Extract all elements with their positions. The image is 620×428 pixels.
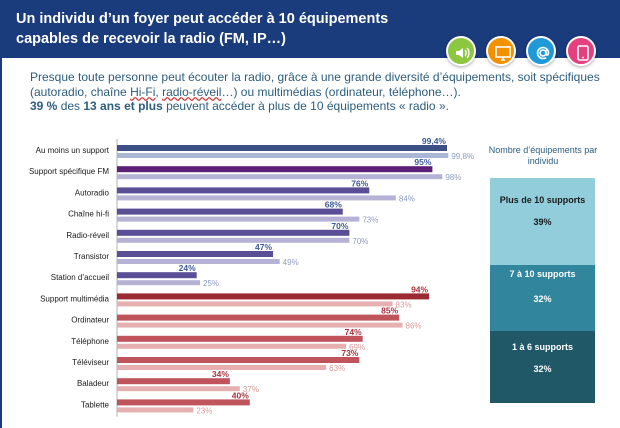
bar-all: [117, 174, 443, 180]
bar-13-plus: [117, 314, 400, 321]
bar-13-plus: [117, 187, 370, 194]
data-label-13-plus: 47%: [255, 242, 272, 252]
data-label-13-plus: 73%: [341, 348, 358, 358]
data-label-13-plus: 24%: [179, 263, 196, 273]
bar-all: [117, 259, 280, 264]
category-label: Téléviseur: [72, 358, 109, 367]
data-label-all: 84%: [399, 194, 415, 203]
category-label: Au moins un support: [36, 146, 110, 155]
bar-all: [117, 407, 194, 413]
category-label: Téléphone: [71, 337, 109, 346]
data-label-all: 83%: [396, 300, 412, 309]
legend-segment-more-10: Plus de 10 supports 39%: [490, 178, 595, 265]
bar-13-plus: [117, 272, 197, 279]
bar-13-plus: [117, 293, 430, 300]
category-label: Support multimédia: [40, 294, 109, 303]
intro-hifi: Hi-Fi: [130, 84, 156, 99]
data-label-all: 69%: [349, 343, 365, 352]
intro-mid: des: [57, 99, 84, 113]
data-label-all: 25%: [203, 279, 219, 288]
legend-segment-value: 32%: [533, 364, 552, 374]
bar-all: [117, 343, 347, 349]
legend-segment-value: 39%: [533, 217, 552, 227]
data-label-all: 37%: [243, 385, 259, 394]
data-label-13-plus: 74%: [345, 327, 362, 337]
data-label-all: 73%: [362, 216, 378, 225]
data-label-13-plus: 76%: [351, 178, 368, 188]
bar-13-plus: [117, 335, 363, 342]
intro-radio-reveil: radio-réveil: [162, 84, 222, 99]
legend-segment-1-6: 1 à 6 supports 32%: [490, 331, 595, 403]
intro-line-1: Presque toute personne peut écouter la r…: [30, 70, 600, 99]
data-label-13-plus: 94%: [411, 284, 428, 294]
data-label-13-plus: 85%: [381, 306, 398, 316]
bar-all: [117, 237, 350, 243]
bar-13-plus: [117, 378, 230, 385]
intro-end: peuvent accéder à plus de 10 équipements…: [162, 99, 449, 113]
bar-all: [117, 153, 449, 158]
bar-all: [117, 216, 360, 222]
data-label-13-plus: 68%: [325, 200, 342, 210]
data-label-all: 70%: [352, 237, 368, 246]
bar-all: [117, 195, 396, 201]
bar-13-plus: [117, 357, 360, 363]
data-label-all: 86%: [406, 322, 422, 331]
bar-all: [117, 301, 393, 307]
data-label-all: 63%: [329, 364, 345, 373]
data-label-13-plus: 95%: [414, 157, 431, 167]
bar-all: [117, 386, 240, 392]
category-label: Station d’accueil: [51, 273, 109, 282]
speaker-icon: [446, 36, 476, 66]
data-label-all: 49%: [283, 258, 299, 267]
data-label-all: 23%: [196, 406, 212, 415]
legend-segment-7-10: 7 à 10 supports 32%: [490, 265, 595, 331]
intro-line-2: 39 % des 13 ans et plus peuvent accéder …: [30, 99, 602, 114]
screen-icon: [486, 36, 516, 66]
bar-13-plus: [117, 166, 433, 173]
data-label-13-plus: 34%: [212, 369, 229, 379]
bar-all: [117, 365, 327, 370]
intro-text: Presque toute personne peut écouter la r…: [30, 70, 602, 114]
bar-13-plus: [117, 208, 343, 215]
category-label: Baladeur: [77, 379, 109, 388]
bar-13-plus: [117, 399, 250, 406]
data-label-all: 99,8%: [451, 152, 474, 161]
bar-13-plus: [117, 145, 448, 151]
bar-13-plus: [117, 251, 274, 257]
legend-segment-value: 32%: [533, 294, 552, 304]
data-label-all: 98%: [445, 173, 461, 182]
bar-13-plus: [117, 229, 350, 236]
title-banner: Un individu d’un foyer peut accéder à 10…: [0, 0, 620, 58]
page-title: Un individu d’un foyer peut accéder à 10…: [16, 11, 389, 47]
category-label: Ordinateur: [71, 316, 109, 325]
category-label: Chaîne hi-fi: [68, 210, 109, 219]
category-label: Support spécifique FM: [29, 167, 109, 176]
frame-border: [0, 58, 2, 428]
intro-age: 13 ans et plus: [83, 99, 163, 113]
intro-comma: ,: [155, 84, 163, 99]
legend-segment-label: 1 à 6 supports: [511, 342, 574, 352]
legend-segment-label: Plus de 10 supports: [499, 195, 586, 205]
category-label: Transistor: [74, 252, 110, 261]
legend-title: Nombre d’équipements par individu: [488, 145, 598, 166]
category-label: Tablette: [81, 400, 110, 409]
bar-all: [117, 280, 200, 286]
bar-all: [117, 322, 403, 328]
intro-line-1-end: …) ou multimédias (ordinateur, téléphone…: [221, 84, 461, 99]
legend-segment-label: 7 à 10 supports: [509, 269, 576, 279]
data-label-13-plus: 40%: [232, 390, 249, 400]
data-label-13-plus: 99,4%: [422, 136, 447, 146]
data-label-13-plus: 70%: [331, 221, 348, 231]
category-label: Autoradio: [75, 188, 110, 197]
category-label: Radio-réveil: [66, 231, 109, 240]
intro-pct: 39 %: [30, 99, 58, 113]
tablet-icon: [566, 36, 596, 66]
at-icon: [526, 36, 556, 66]
